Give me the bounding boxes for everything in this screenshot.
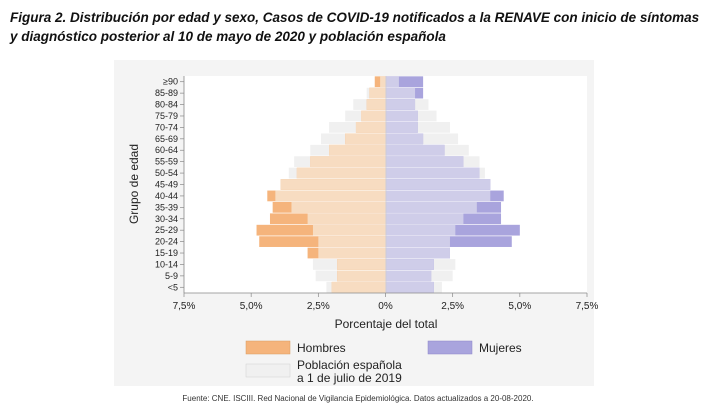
overlay-bar-mujeres — [385, 76, 399, 88]
overlay-bar-mujeres — [385, 270, 432, 282]
legend-label-poblacion-line2: a 1 de julio de 2019 — [297, 371, 402, 385]
overlay-bar-hombres — [329, 144, 386, 156]
overlay-bar-mujeres — [385, 110, 418, 122]
legend-swatch-hombres — [245, 340, 291, 355]
y-tick-label: 40-44 — [155, 191, 178, 201]
x-axis-ticks: 7,5% 5,0% 2,5% 0% 2,5% 5,0% 7,5% — [173, 293, 599, 312]
overlay-bar-mujeres — [385, 99, 416, 110]
overlay-bar-hombres — [318, 236, 386, 247]
legend-label-hombres: Hombres — [297, 341, 346, 355]
x-tick-label: 7,5% — [576, 301, 599, 312]
overlay-bar-hombres — [361, 110, 386, 122]
y-tick-label: 45-49 — [155, 180, 178, 190]
y-tick-label: 30-34 — [155, 214, 178, 224]
y-tick-label: 75-79 — [155, 111, 178, 121]
overlay-bar-mujeres — [385, 167, 480, 179]
overlay-bar-mujeres — [385, 144, 445, 156]
overlay-bar-hombres — [337, 270, 386, 282]
y-tick-label: 65-69 — [155, 134, 178, 144]
x-tick-label: 7,5% — [173, 301, 196, 312]
y-tick-label: 25-29 — [155, 225, 178, 235]
overlay-bar-mujeres — [385, 179, 491, 190]
overlay-bar-hombres — [296, 167, 386, 179]
x-tick-label: 2,5% — [307, 301, 330, 312]
y-tick-label: 55-59 — [155, 157, 178, 167]
legend-label-mujeres: Mujeres — [479, 341, 522, 355]
overlay-bar-hombres — [331, 281, 386, 293]
overlay-bar-mujeres — [385, 224, 456, 236]
y-tick-label: 5-9 — [165, 271, 178, 281]
x-tick-label: 5,0% — [240, 301, 263, 312]
overlay-bar-hombres — [318, 247, 386, 259]
overlay-bar-mujeres — [385, 201, 477, 213]
x-tick-label: 2,5% — [441, 301, 464, 312]
overlay-bar-mujeres — [385, 281, 434, 293]
legend-swatch-mujeres — [427, 340, 473, 355]
y-tick-label: 50-54 — [155, 168, 178, 178]
y-tick-label: 10-14 — [155, 259, 178, 269]
legend-label-poblacion-line1: Población española — [297, 358, 402, 372]
overlay-bar-hombres — [310, 156, 386, 168]
overlay-bar-hombres — [355, 122, 386, 133]
y-tick-label: 85-89 — [155, 88, 178, 98]
y-tick-label: 80-84 — [155, 100, 178, 110]
legend-swatch-poblacion — [245, 363, 291, 378]
source-note: Fuente: CNE. ISCIII. Red Nacional de Vig… — [182, 394, 534, 403]
figure-title: Figura 2. Distribución por edad y sexo, … — [10, 10, 700, 44]
x-tick-label: 5,0% — [508, 301, 531, 312]
x-tick-label: 0% — [378, 301, 393, 312]
overlay-bar-hombres — [366, 99, 386, 110]
overlay-bar-hombres — [275, 190, 386, 202]
y-tick-label: 20-24 — [155, 237, 178, 247]
legend: Hombres Mujeres Población española a 1 d… — [245, 340, 522, 385]
overlay-bar-hombres — [291, 201, 386, 213]
overlay-bar-mujeres — [385, 247, 450, 259]
y-tick-label: ≥90 — [163, 77, 178, 87]
overlay-bar-mujeres — [385, 259, 434, 270]
overlay-bar-hombres — [280, 179, 386, 190]
overlay-bar-hombres — [380, 76, 386, 88]
overlay-bar-mujeres — [385, 236, 450, 247]
y-tick-label: 70-74 — [155, 122, 178, 132]
overlay-bar-hombres — [307, 213, 386, 225]
overlay-bar-mujeres — [385, 213, 464, 225]
y-tick-label: 35-39 — [155, 202, 178, 212]
overlay-bar-mujeres — [385, 190, 491, 202]
overlay-bar-mujeres — [385, 87, 416, 99]
x-axis-label: Porcentaje del total — [335, 317, 438, 331]
y-axis-label: Grupo de edad — [127, 144, 141, 224]
overlay-bar-mujeres — [385, 122, 418, 133]
overlay-bar-mujeres — [385, 133, 424, 145]
overlay-bar-mujeres — [385, 156, 464, 168]
y-tick-label: 15-19 — [155, 248, 178, 258]
bar-hombres — [374, 76, 386, 88]
overlay-bar-hombres — [345, 133, 386, 145]
poblacion-overlay-bars — [275, 76, 491, 293]
overlay-bar-hombres — [337, 259, 386, 270]
bar-mujeres — [385, 76, 424, 88]
y-tick-label: 60-64 — [155, 145, 178, 155]
overlay-bar-hombres — [312, 224, 386, 236]
y-tick-label: <5 — [168, 282, 178, 292]
overlay-bar-hombres — [369, 87, 386, 99]
